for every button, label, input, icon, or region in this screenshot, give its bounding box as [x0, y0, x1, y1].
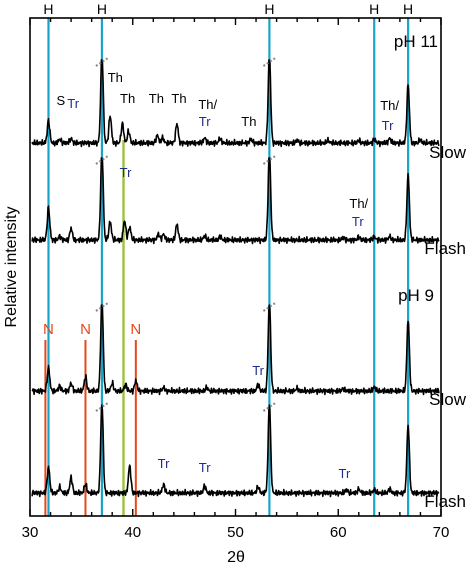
- series-labels: Slow Flash Slow Flash: [424, 143, 466, 511]
- h-label: H: [97, 1, 107, 17]
- x-tick-label: 50: [227, 524, 244, 541]
- h-label: H: [43, 1, 53, 17]
- condition-labels: pH 11 pH 9: [394, 32, 438, 305]
- x-axis-label: 2θ: [227, 549, 245, 566]
- n-label: N: [43, 321, 54, 338]
- trace-2: [31, 157, 440, 245]
- phase-annotation: Th/: [198, 97, 217, 112]
- condition-label: pH 9: [398, 286, 434, 305]
- h-label: H: [264, 1, 274, 17]
- peak-break-mark: [95, 57, 109, 67]
- phase-annotation: Th: [241, 114, 256, 129]
- plot-frame: [29, 17, 442, 517]
- series-label: Slow: [429, 143, 467, 162]
- phase-annotation: Th: [171, 91, 186, 106]
- reference-lines: [44, 18, 410, 516]
- n-label: N: [130, 321, 141, 338]
- phase-annotation: Th/: [349, 196, 368, 211]
- phase-annotation: Tr: [382, 118, 394, 133]
- peak-break-mark: [95, 402, 109, 412]
- peak-break-marks: [95, 57, 276, 412]
- series-label: Flash: [424, 239, 466, 258]
- peak-break-mark: [95, 155, 109, 165]
- phase-annotation: Th: [108, 70, 123, 85]
- x-tick-label: 30: [22, 524, 39, 541]
- x-tick-label: 60: [330, 524, 347, 541]
- phase-annotation: Tr: [352, 214, 364, 229]
- h-label: H: [403, 1, 413, 17]
- series-label: Flash: [424, 492, 466, 511]
- phase-annotation: Tr: [339, 466, 351, 481]
- x-tick-label: 70: [433, 524, 450, 541]
- series-label: Slow: [429, 390, 467, 409]
- peak-break-mark: [262, 57, 276, 67]
- phase-annotation: Th: [120, 91, 135, 106]
- peak-break-mark: [95, 302, 109, 312]
- condition-label: pH 11: [394, 32, 438, 51]
- phase-annotation: Tr: [199, 460, 211, 475]
- x-tick-label: 40: [124, 524, 141, 541]
- phase-annotation: Th/: [380, 98, 399, 113]
- phase-annotation: S: [56, 93, 65, 108]
- plot-area-border: [29, 17, 442, 517]
- phase-annotation: Tr: [199, 114, 211, 129]
- x-axis-ticks: 30 40 50 60 70: [22, 18, 450, 541]
- peak-break-mark: [262, 302, 276, 312]
- traces: [31, 59, 440, 498]
- trace-4: [31, 404, 440, 498]
- phase-annotation: Tr: [158, 456, 170, 471]
- n-label: N: [80, 321, 91, 338]
- phase-annotation: Tr: [67, 96, 79, 111]
- peak-break-mark: [262, 402, 276, 412]
- trace-3: [31, 304, 440, 396]
- phase-annotation: Tr: [252, 363, 264, 378]
- peak-break-mark: [262, 155, 276, 165]
- phase-annotation: Tr: [120, 165, 132, 180]
- h-label: H: [369, 1, 379, 17]
- y-axis-label: Relative intensity: [3, 207, 20, 328]
- trace-1: [31, 59, 440, 148]
- phase-annotation: Th: [149, 91, 164, 106]
